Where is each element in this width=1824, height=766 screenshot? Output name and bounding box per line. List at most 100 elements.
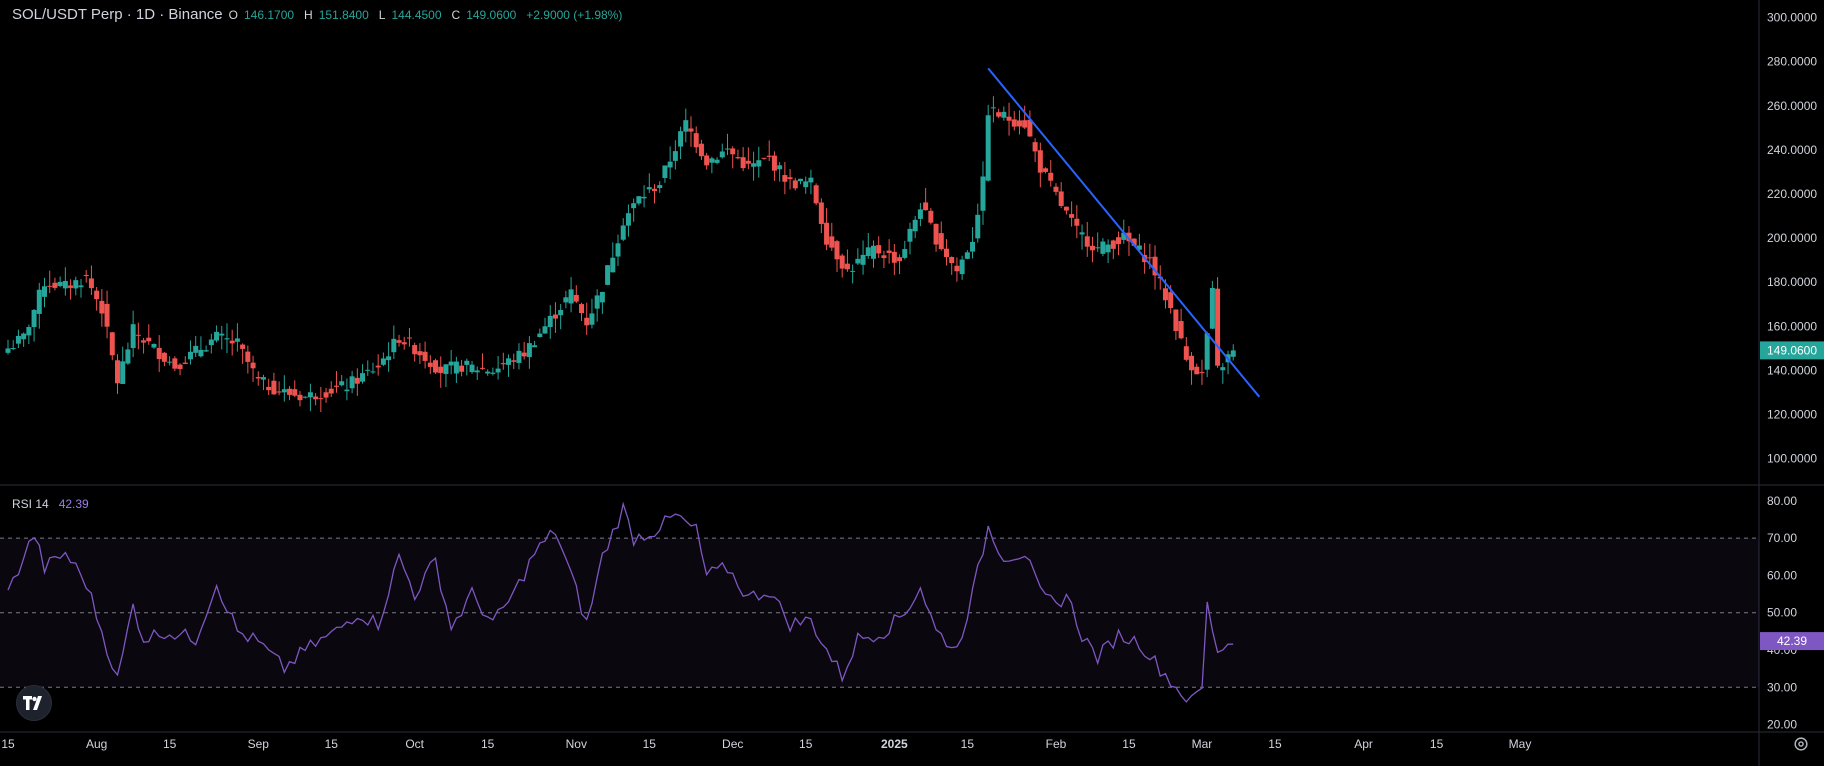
- rsi-line: [7, 501, 1234, 703]
- candle-body: [704, 155, 710, 166]
- price-tick-label: 200.0000: [1767, 231, 1817, 245]
- candle-body: [829, 236, 835, 248]
- candle-body: [824, 222, 830, 245]
- candle-body: [1022, 120, 1028, 128]
- time-tick-label: Apr: [1354, 737, 1373, 751]
- candle-body: [897, 257, 903, 262]
- candle-body: [990, 107, 996, 109]
- candle-body: [714, 159, 720, 163]
- candle-body: [323, 392, 329, 398]
- candle-body: [412, 345, 418, 355]
- low-label: L: [378, 8, 386, 22]
- candle-body: [490, 372, 496, 374]
- price-tick-label: 180.0000: [1767, 275, 1817, 289]
- candle-body: [109, 332, 115, 356]
- candle-body: [542, 326, 548, 334]
- candle-body: [1053, 186, 1059, 192]
- candle-body: [808, 177, 814, 183]
- time-tick-label: 15: [1268, 737, 1282, 751]
- candle-body: [370, 371, 376, 373]
- candle-body: [625, 213, 631, 226]
- tradingview-logo-icon[interactable]: [16, 685, 52, 721]
- candle-body: [1001, 111, 1007, 118]
- change-value: +2.9000 (+1.98%): [526, 8, 623, 22]
- candle-body: [99, 300, 105, 314]
- time-tick-label: Oct: [405, 737, 424, 751]
- candle-body: [584, 317, 590, 326]
- candle-body: [506, 358, 512, 365]
- candle-body: [949, 257, 955, 264]
- candle-body: [417, 351, 423, 356]
- candle-body: [1162, 288, 1168, 301]
- candle-body: [693, 133, 699, 148]
- candle-body: [1168, 292, 1174, 308]
- candle-body: [678, 131, 684, 147]
- candle-body: [120, 361, 126, 384]
- candle-body: [652, 188, 658, 192]
- candle-body: [547, 315, 553, 328]
- candle-body: [161, 352, 167, 362]
- candle-body: [141, 340, 147, 343]
- candle-body: [735, 157, 741, 159]
- low-value: 144.4500: [391, 8, 442, 22]
- candle-body: [1152, 256, 1158, 276]
- price-tick-label: 160.0000: [1767, 319, 1817, 333]
- candle-body: [641, 196, 647, 199]
- candle-body: [26, 327, 32, 336]
- candle-body: [855, 258, 861, 264]
- candle-body: [255, 376, 261, 379]
- gear-icon[interactable]: [1792, 735, 1810, 753]
- candle-body: [182, 362, 188, 364]
- time-tick-label: Feb: [1046, 737, 1067, 751]
- candle-body: [1063, 206, 1069, 211]
- candle-body: [975, 214, 981, 239]
- rsi-label[interactable]: RSI 14: [12, 497, 49, 511]
- candle-body: [193, 345, 199, 353]
- symbol-title[interactable]: SOL/USDT Perp · 1D · Binance: [12, 6, 223, 23]
- candle-body: [130, 324, 136, 349]
- trend-line[interactable]: [987, 67, 1261, 398]
- candle-body: [1209, 287, 1215, 329]
- candle-body: [521, 352, 527, 357]
- candle-body: [636, 196, 642, 204]
- rsi-tick-label: 30.00: [1767, 680, 1797, 694]
- candle-body: [15, 335, 21, 344]
- candle-body: [964, 252, 970, 259]
- candle-body: [1048, 172, 1054, 181]
- candle-body: [5, 348, 11, 353]
- candle-body: [839, 255, 845, 269]
- candle-body: [1215, 288, 1221, 366]
- candle-body: [151, 343, 157, 348]
- candle-body: [62, 280, 68, 289]
- candle-body: [10, 348, 16, 350]
- candle-body: [1189, 355, 1195, 371]
- time-tick-label: 2025: [881, 737, 908, 751]
- candle-body: [1079, 232, 1085, 235]
- candle-body: [474, 370, 480, 373]
- candle-body: [287, 388, 293, 395]
- candle-body: [125, 349, 131, 364]
- price-tick-label: 100.0000: [1767, 452, 1817, 466]
- candle-body: [782, 175, 788, 182]
- time-tick-label: 15: [1122, 737, 1136, 751]
- candle-body: [1006, 116, 1012, 121]
- candle-body: [870, 245, 876, 259]
- candle-body: [938, 233, 944, 250]
- open-label: O: [228, 8, 238, 22]
- candle-body: [844, 263, 850, 270]
- price-tick-label: 220.0000: [1767, 187, 1817, 201]
- candle-body: [698, 143, 704, 157]
- candle-body: [500, 363, 506, 365]
- time-tick-label: 15: [1430, 737, 1444, 751]
- candle-body: [834, 241, 840, 260]
- time-tick-label: Nov: [566, 737, 587, 751]
- candle-body: [297, 394, 303, 401]
- candle-body: [709, 158, 715, 163]
- candle-body: [511, 360, 517, 362]
- candle-body: [453, 361, 459, 374]
- rsi-band: [0, 538, 1759, 688]
- candle-body: [756, 160, 762, 167]
- candle-body: [766, 155, 772, 157]
